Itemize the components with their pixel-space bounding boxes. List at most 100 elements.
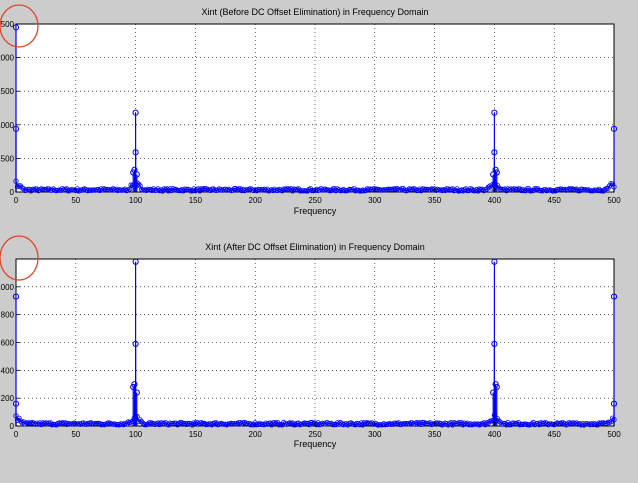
peak-marker — [133, 171, 140, 178]
x-tick-label: 200 — [249, 196, 263, 205]
x-tick-label: 50 — [71, 196, 80, 205]
series-marker — [415, 187, 421, 193]
subplot-after: Xint (After DC Offset Elimination) in Fr… — [0, 235, 621, 449]
y-tick-label: 0 — [10, 422, 15, 431]
y-ticks-before: 0 500 1000 1500 2000 2500 — [0, 20, 20, 197]
series-marker — [38, 421, 45, 428]
series-marker — [363, 187, 369, 193]
series-marker — [603, 185, 610, 191]
peak-marker — [133, 389, 140, 396]
x-axis-label-before: Frequency — [294, 206, 337, 216]
x-tick-label: 200 — [249, 430, 263, 439]
peak-marker — [132, 340, 139, 347]
x-tick-label: 250 — [308, 196, 322, 205]
series-marker — [121, 422, 127, 428]
series-marker — [460, 422, 466, 428]
y-tick-label: 800 — [1, 311, 15, 320]
peak-marker — [610, 125, 618, 132]
x-tick-label: 300 — [368, 196, 382, 205]
peak-marker — [493, 169, 500, 176]
series-marker — [506, 422, 512, 428]
series-marker — [59, 420, 65, 426]
series-marker — [464, 420, 471, 426]
series-marker — [408, 420, 414, 426]
x-axis-label-after: Frequency — [294, 439, 337, 449]
grid-before — [16, 24, 614, 192]
chart-title-before: Xint (Before DC Offset Elimination) in F… — [202, 7, 429, 17]
series-marker — [609, 415, 616, 421]
peak-marker — [493, 383, 500, 391]
subplot-before: Xint (Before DC Offset Elimination) in F… — [0, 4, 621, 216]
peak-marker — [492, 381, 499, 388]
y-tick-label: 2500 — [0, 20, 15, 29]
y-tick-label: 1000 — [0, 121, 15, 130]
highlight-ellipse-after — [0, 235, 39, 281]
y-tick-label: 1500 — [0, 87, 15, 96]
y-tick-label: 1000 — [0, 283, 15, 292]
y-tick-label: 2000 — [0, 54, 15, 63]
series-marker — [508, 422, 514, 428]
x-tick-label: 100 — [129, 196, 143, 205]
x-tick-label: 150 — [189, 430, 203, 439]
peak-marker — [12, 293, 20, 300]
x-ticks-after: 0 50 100 150 200 250 300 350 400 450 500 — [14, 422, 621, 439]
series-marker — [502, 420, 508, 426]
series-marker — [602, 186, 608, 192]
series-marker — [600, 188, 607, 194]
peak-marker — [491, 149, 498, 156]
y-tick-label: 500 — [1, 154, 15, 163]
series-marker — [485, 184, 491, 190]
peak-marker — [610, 400, 618, 407]
x-tick-label: 350 — [428, 430, 442, 439]
peak-marker — [610, 293, 618, 300]
series-marker — [50, 186, 57, 192]
series-marker — [333, 421, 339, 428]
series-marker — [17, 418, 24, 424]
series-marker — [576, 420, 583, 427]
peak-marker — [132, 149, 139, 156]
series-marker — [472, 188, 478, 194]
x-tick-label: 500 — [607, 196, 621, 205]
series-marker — [550, 188, 556, 194]
peak-marker — [12, 400, 20, 407]
peak-marker — [131, 166, 138, 173]
x-tick-label: 450 — [548, 196, 562, 205]
series-marker — [517, 186, 523, 192]
series-marker — [28, 188, 34, 194]
x-tick-label: 250 — [308, 430, 322, 439]
y-tick-label: 200 — [1, 394, 15, 403]
x-tick-label: 150 — [189, 196, 203, 205]
series-marker — [257, 420, 263, 426]
x-tick-label: 0 — [14, 430, 19, 439]
x-tick-label: 500 — [607, 430, 621, 439]
x-tick-label: 350 — [428, 196, 442, 205]
series-marker — [357, 421, 363, 428]
series-marker — [44, 186, 51, 192]
series-marker — [596, 186, 602, 192]
x-tick-label: 300 — [368, 430, 382, 439]
peak-marker — [131, 381, 138, 388]
x-ticks-before: 0 50 100 150 200 250 300 350 400 450 500 — [14, 188, 621, 205]
y-tick-label: 600 — [1, 339, 15, 348]
peak-marker — [12, 24, 20, 31]
series-marker — [183, 186, 189, 192]
y-tick-label: 0 — [10, 188, 15, 197]
series-marker — [110, 186, 116, 192]
peak-marker — [491, 109, 498, 116]
series-marker — [530, 187, 536, 193]
series-marker — [609, 181, 616, 187]
series-marker — [573, 420, 580, 426]
series-marker — [16, 415, 22, 421]
x-tick-label: 50 — [71, 430, 80, 439]
chart-title-after: Xint (After DC Offset Elimination) in Fr… — [205, 242, 424, 252]
x-tick-label: 400 — [488, 196, 502, 205]
series-marker — [35, 421, 42, 427]
series-marker — [97, 187, 103, 193]
highlight-ellipse-before — [0, 4, 39, 48]
y-tick-label: 400 — [1, 366, 15, 375]
series-marker — [412, 421, 418, 427]
series-marker — [142, 422, 148, 428]
plot-area-after — [15, 258, 615, 427]
